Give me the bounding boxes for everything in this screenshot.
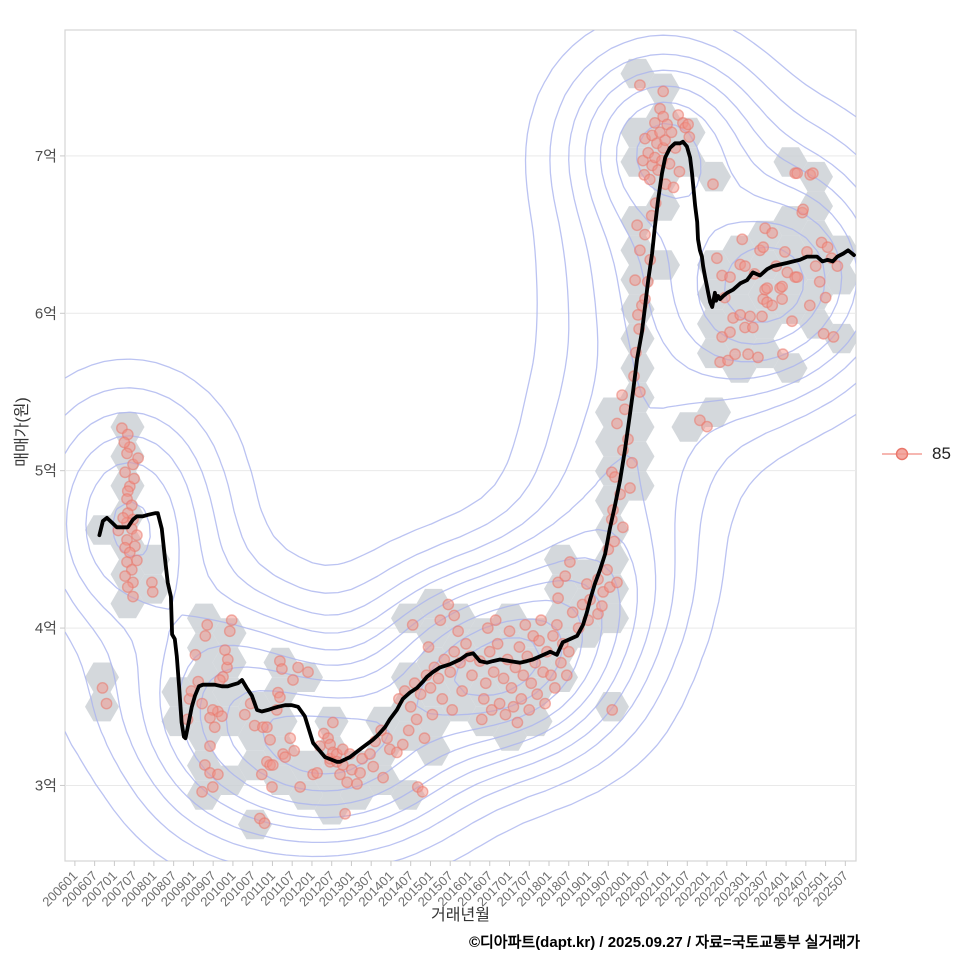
density-contours: [65, 30, 856, 861]
y-tick-label: 3억: [35, 777, 57, 794]
legend: 85: [880, 442, 951, 466]
legend-label: 85: [932, 444, 951, 463]
legend-dot-glyph: [895, 447, 909, 461]
y-tick-label: 7억: [35, 148, 57, 165]
y-axis-title: 매매가(원): [14, 397, 31, 467]
legend-point-icon: [882, 447, 922, 461]
y-tick-label: 5억: [35, 463, 57, 480]
x-axis-title: 거래년월: [431, 907, 490, 924]
y-tick-label: 4억: [35, 620, 57, 637]
trend-line: [97, 139, 856, 764]
y-tick-label: 6억: [35, 305, 57, 322]
caption: ©디아파트(dapt.kr) / 2025.09.27 / 자료=국토교통부 실…: [468, 934, 860, 951]
